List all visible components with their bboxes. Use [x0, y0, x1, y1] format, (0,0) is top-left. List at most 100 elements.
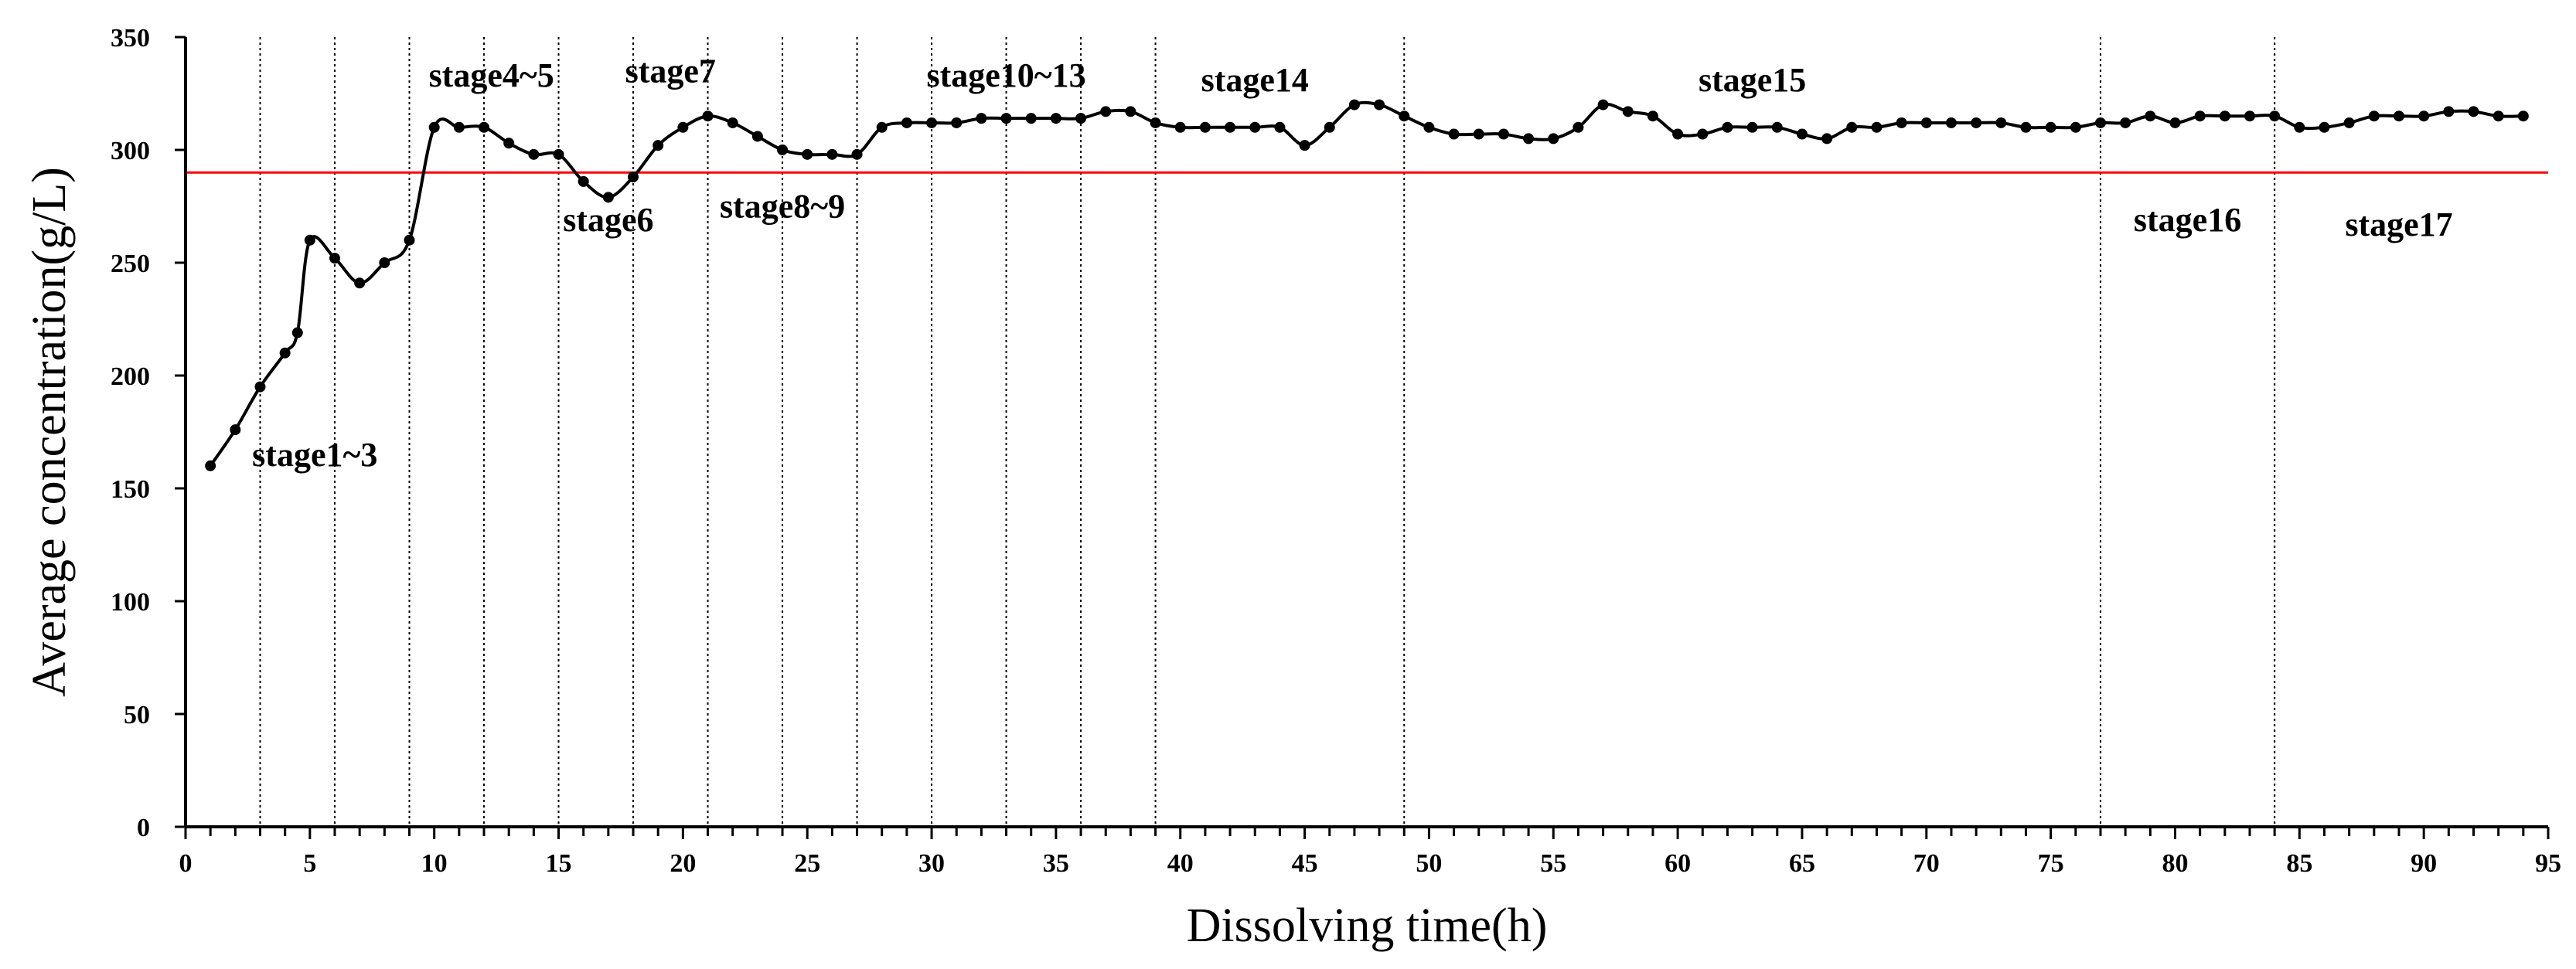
data-point-76 [2070, 121, 2081, 133]
data-point-66 [1821, 133, 1833, 144]
stage-label-3: stage7 [625, 52, 716, 90]
data-point-22 [727, 117, 738, 128]
x-tick-label-55: 55 [1540, 849, 1566, 878]
data-point-93 [2493, 110, 2504, 122]
data-point-23 [751, 131, 763, 142]
data-point-47 [1348, 99, 1360, 110]
data-point-75 [2045, 121, 2056, 133]
data-point-68 [1871, 121, 1883, 133]
data-point-57 [1597, 99, 1609, 110]
data-point-43 [1249, 121, 1261, 133]
data-point-52 [1473, 128, 1484, 140]
data-point-49 [1399, 110, 1410, 122]
data-point-32 [976, 113, 987, 124]
x-tick-label-35: 35 [1043, 849, 1069, 878]
y-tick-label-300: 300 [111, 137, 150, 165]
data-point-5 [304, 234, 315, 246]
axes: 0 5 10 15 20 25 30 35 40 45 50 55 60 65 70 75 80 85 90 95 0 5… [111, 24, 2561, 878]
data-point-19 [653, 140, 664, 151]
data-point-48 [1374, 99, 1385, 110]
data-point-55 [1548, 133, 1559, 144]
data-point-41 [1199, 121, 1211, 133]
data-point-38 [1125, 106, 1136, 117]
data-point-58 [1622, 106, 1634, 117]
y-axis-title: Average concentration(g/L) [23, 167, 76, 697]
x-tick-label-75: 75 [2038, 849, 2064, 878]
data-point-4 [279, 347, 291, 359]
data-point-82 [2219, 110, 2230, 122]
x-tick-label-25: 25 [794, 849, 820, 878]
data-point-15 [553, 148, 564, 160]
data-point-80 [2169, 117, 2181, 128]
data-point-21 [702, 110, 714, 122]
y-tick-label-200: 200 [111, 362, 150, 391]
data-point-67 [1846, 121, 1858, 133]
data-point-30 [926, 117, 938, 128]
data-point-36 [1075, 113, 1087, 124]
x-tick-label-70: 70 [1913, 849, 1940, 878]
stage-label-7: stage15 [1699, 61, 1806, 99]
data-point-10 [428, 121, 440, 133]
x-tick-label-40: 40 [1167, 849, 1194, 878]
data-point-72 [1971, 117, 1982, 128]
data-point-91 [2443, 106, 2455, 117]
stage-boundary-lines [259, 37, 2276, 827]
data-point-64 [1771, 121, 1783, 133]
stage-label-5: stage10~13 [926, 56, 1085, 94]
data-point-7 [354, 277, 366, 289]
data-point-79 [2145, 110, 2156, 122]
x-tick-label-90: 90 [2411, 849, 2437, 878]
data-point-78 [2120, 117, 2131, 128]
data-point-60 [1672, 128, 1684, 140]
data-point-51 [1448, 128, 1460, 140]
data-point-35 [1050, 113, 1061, 124]
x-tick-label-95: 95 [2535, 849, 2561, 878]
x-tick-label-5: 5 [303, 849, 316, 878]
y-tick-label-0: 0 [137, 814, 150, 842]
stage-label-8: stage16 [2134, 201, 2241, 239]
x-tick-label-60: 60 [1665, 849, 1691, 878]
data-point-94 [2517, 110, 2529, 122]
data-point-62 [1722, 121, 1733, 133]
stage-label-6: stage14 [1201, 61, 1309, 99]
data-point-54 [1523, 133, 1535, 144]
data-point-42 [1225, 121, 1236, 133]
x-tick-label-0: 0 [179, 849, 193, 878]
data-point-40 [1174, 121, 1186, 133]
data-point-89 [2393, 110, 2404, 122]
data-point-77 [2094, 117, 2106, 128]
data-point-65 [1796, 128, 1808, 140]
data-point-90 [2418, 110, 2430, 122]
data-point-87 [2343, 117, 2355, 128]
data-point-28 [876, 121, 888, 133]
x-axis-title: Dissolving time(h) [1187, 899, 1548, 952]
y-tick-label-150: 150 [111, 475, 150, 504]
data-point-46 [1324, 121, 1335, 133]
data-point-12 [479, 121, 490, 133]
data-point-61 [1697, 128, 1709, 140]
data-point-63 [1746, 121, 1758, 133]
data-point-33 [1000, 113, 1012, 124]
data-point-71 [1945, 117, 1957, 128]
data-point-6 [329, 253, 341, 264]
data-point-31 [951, 117, 963, 128]
x-tick-label-15: 15 [546, 849, 572, 878]
data-point-69 [1896, 117, 1907, 128]
data-point-2 [230, 424, 241, 436]
data-point-3 [254, 381, 266, 393]
data-point-53 [1498, 128, 1509, 140]
data-point-81 [2194, 110, 2206, 122]
data-point-9 [404, 234, 415, 246]
data-point-17 [602, 192, 614, 203]
data-point-83 [2244, 110, 2255, 122]
x-tick-label-10: 10 [421, 849, 448, 878]
data-point-92 [2468, 106, 2479, 117]
data-point-74 [2020, 121, 2032, 133]
data-point-29 [901, 117, 912, 128]
y-tick-label-250: 250 [111, 250, 150, 278]
data-point-70 [1920, 117, 1932, 128]
data-point-13 [503, 138, 515, 149]
data-point-44 [1274, 121, 1286, 133]
data-point-8 [379, 257, 390, 268]
x-tick-label-85: 85 [2286, 849, 2312, 878]
